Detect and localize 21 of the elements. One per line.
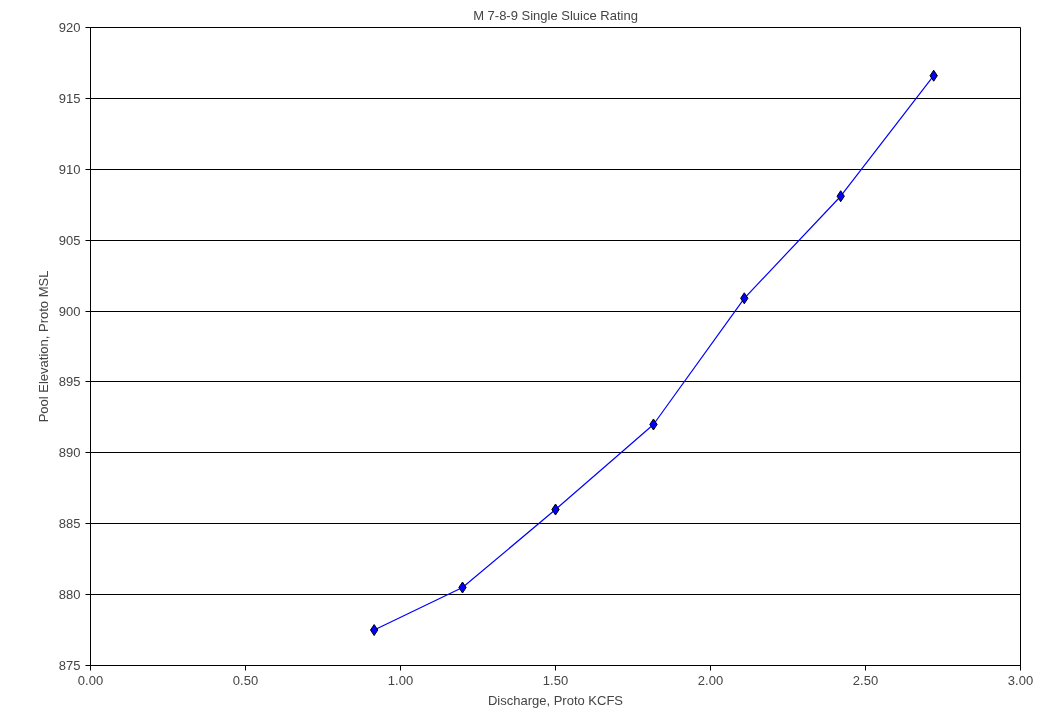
y-tick-label: 920 (58, 20, 81, 35)
chart-title: M 7-8-9 Single Sluice Rating (473, 7, 638, 23)
y-tick-label: 915 (58, 90, 81, 106)
y-axis-title: Pool Elevation, Proto MSL (35, 270, 51, 423)
x-tick-label: 3.00 (1007, 672, 1034, 688)
x-tick-label: 2.50 (852, 672, 879, 688)
y-tick-label: 885 (58, 516, 81, 532)
x-axis-title: Discharge, Proto KCFS (487, 692, 624, 708)
x-tick-label: 0.50 (232, 672, 259, 688)
y-tick-label: 905 (58, 232, 81, 248)
y-tick-label: 910 (58, 161, 81, 177)
y-tick-label: 900 (58, 303, 81, 319)
y-tick-label: 890 (58, 445, 81, 461)
y-tick-label: 875 (58, 658, 81, 673)
x-tick-label: 1.00 (387, 672, 414, 688)
x-tick-label: 1.50 (542, 672, 569, 688)
x-tick-label: 0.00 (77, 672, 104, 688)
point (369, 624, 379, 637)
x-tick-label: 2.00 (697, 672, 724, 688)
y-tick-label: 895 (58, 374, 81, 390)
y-tick-label: 880 (58, 587, 81, 603)
